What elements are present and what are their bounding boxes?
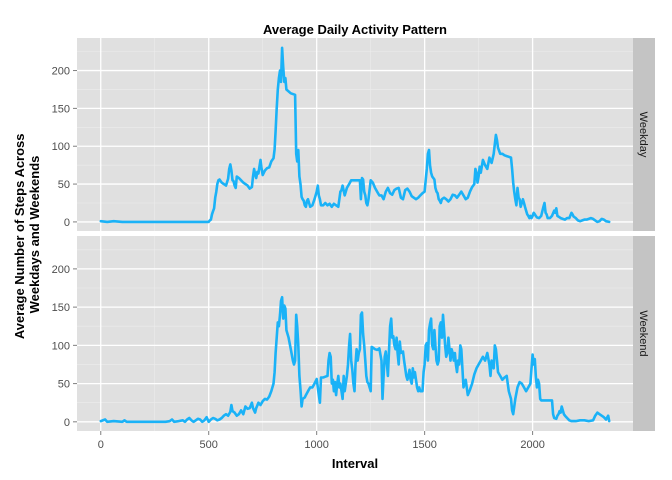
x-tick-label: 2000 <box>520 439 544 451</box>
y-axis-title: Average Number of Steps Across Weekdays … <box>12 130 42 339</box>
x-tick-label: 1500 <box>412 439 436 451</box>
chart-title: Average Daily Activity Pattern <box>263 22 447 37</box>
y-tick-label: 100 <box>52 141 70 153</box>
y-tick-label: 50 <box>58 179 70 191</box>
x-axis: 0 500 1000 1500 2000 <box>98 431 545 451</box>
facet-strip <box>633 236 655 431</box>
panel-weekend: 0 50 100 150 200 Weekend <box>52 236 655 431</box>
y-tick-label: 0 <box>64 417 70 429</box>
series-line-weekday <box>99 46 611 224</box>
facet-strip <box>633 38 655 231</box>
y-tick-label: 100 <box>52 340 70 352</box>
y-tick-label: 200 <box>52 264 70 276</box>
facet-strip-label: Weekend <box>637 310 649 356</box>
x-tick-label: 0 <box>98 439 104 451</box>
facet-strip-label: Weekday <box>637 112 649 158</box>
y-tick-label: 0 <box>64 217 70 229</box>
y-tick-label: 150 <box>52 103 70 115</box>
series-line-weekend <box>99 295 611 424</box>
panels-layer: 0 50 100 150 200 Weekday 0 50 100 150 200 Weekend <box>52 38 655 431</box>
panel-background <box>77 38 633 231</box>
y-tick-label: 50 <box>58 379 70 391</box>
panel-weekday: 0 50 100 150 200 Weekday <box>52 38 655 231</box>
x-axis-title: Interval <box>332 456 378 471</box>
y-axis-title-line-1: Average Number of Steps Across <box>12 133 27 339</box>
y-axis-title-line-2: Weekdays and Weekends <box>27 156 42 314</box>
panel-background <box>77 236 633 431</box>
y-tick-label: 200 <box>52 66 70 78</box>
y-tick-label: 150 <box>52 302 70 314</box>
x-tick-label: 1000 <box>304 439 328 451</box>
x-tick-label: 500 <box>200 439 218 451</box>
